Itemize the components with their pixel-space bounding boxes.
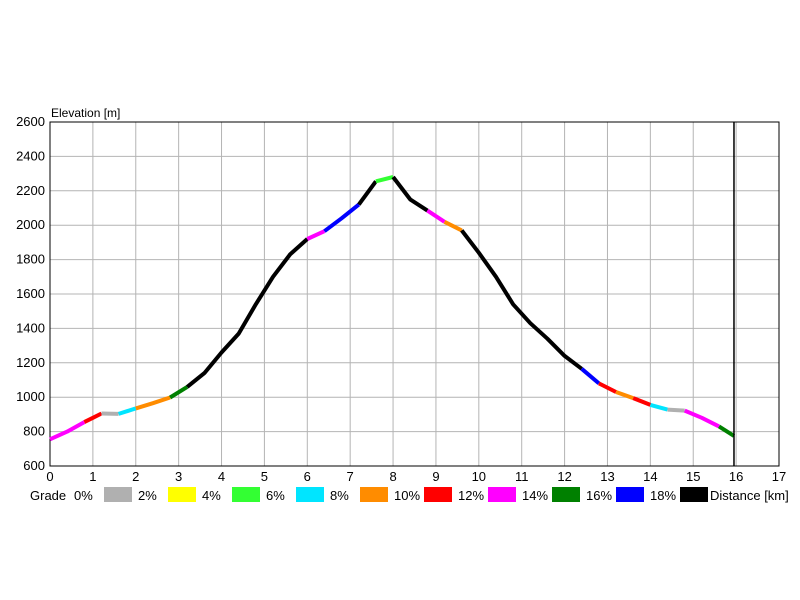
x-tick-label: 5 bbox=[261, 469, 268, 484]
legend-swatch bbox=[616, 487, 644, 502]
x-axis-ticks: 0 1 2 3 4 5 6 7 8 9 10 11 12 13 14 15 16 17 bbox=[46, 469, 786, 484]
x-tick-label: 11 bbox=[515, 469, 529, 484]
grade-segment bbox=[649, 402, 669, 412]
grade-segment bbox=[460, 229, 583, 371]
y-tick-label: 1800 bbox=[16, 252, 45, 267]
legend-swatch bbox=[296, 487, 324, 502]
y-tick-label: 2400 bbox=[16, 148, 45, 163]
grade-segment bbox=[683, 408, 720, 429]
x-tick-label: 16 bbox=[729, 469, 743, 484]
x-tick-label: 15 bbox=[686, 469, 700, 484]
legend-label: 10% bbox=[394, 488, 420, 503]
y-axis-label: Elevation [m] bbox=[51, 106, 120, 120]
x-tick-label: 3 bbox=[175, 469, 182, 484]
legend-label: 4% bbox=[202, 488, 221, 503]
grade-segment bbox=[117, 406, 137, 416]
grid bbox=[49, 121, 780, 467]
legend-label: 6% bbox=[266, 488, 285, 503]
grade-segment bbox=[357, 180, 378, 206]
grade-segment bbox=[717, 424, 736, 438]
x-tick-label: 1 bbox=[89, 469, 96, 484]
y-tick-label: 1600 bbox=[16, 286, 45, 301]
x-tick-label: 6 bbox=[304, 469, 311, 484]
grade-segment bbox=[135, 395, 171, 411]
legend-label: 2% bbox=[138, 488, 157, 503]
grade-segment bbox=[615, 390, 634, 400]
legend-swatch bbox=[360, 487, 388, 502]
x-tick-label: 9 bbox=[432, 469, 439, 484]
x-tick-label: 13 bbox=[600, 469, 614, 484]
legend-label: 0% bbox=[74, 488, 93, 503]
x-tick-label: 10 bbox=[472, 469, 486, 484]
y-tick-label: 600 bbox=[23, 458, 45, 473]
grade-segment bbox=[667, 407, 685, 413]
x-tick-label: 12 bbox=[557, 469, 571, 484]
legend-label: 14% bbox=[522, 488, 548, 503]
legend-label: 8% bbox=[330, 488, 349, 503]
x-axis-label: Distance [km] bbox=[710, 488, 789, 503]
legend-swatch bbox=[168, 487, 196, 502]
y-tick-label: 1200 bbox=[16, 355, 45, 370]
grade-segment bbox=[49, 420, 86, 442]
y-tick-label: 2000 bbox=[16, 217, 45, 232]
grade-segment bbox=[580, 367, 601, 385]
grade-segment bbox=[185, 237, 309, 389]
legend-swatch bbox=[552, 487, 580, 502]
grade-segment bbox=[426, 208, 446, 224]
grade-segment bbox=[598, 381, 617, 394]
legend-label: 16% bbox=[586, 488, 612, 503]
y-axis-ticks: 600 800 1000 1200 1400 1600 1800 2000 2200 2400 26… bbox=[16, 114, 45, 473]
legend-swatch bbox=[424, 487, 452, 502]
grade-segment bbox=[391, 175, 429, 213]
elevation-series bbox=[49, 175, 736, 442]
legend-label: 18% bbox=[650, 488, 676, 503]
grade-legend: Grade 0% 2% 4% 6% 8% 10% 12% 14% 16% 18% Distance [… bbox=[30, 487, 789, 503]
legend-label: 12% bbox=[458, 488, 484, 503]
grade-segment bbox=[306, 229, 326, 241]
x-tick-label: 8 bbox=[389, 469, 396, 484]
y-tick-label: 2200 bbox=[16, 183, 45, 198]
x-tick-label: 14 bbox=[643, 469, 657, 484]
grade-segment bbox=[169, 385, 189, 400]
grade-segment bbox=[323, 203, 361, 233]
plot-frame bbox=[49, 121, 780, 467]
y-tick-label: 800 bbox=[23, 424, 45, 439]
legend-swatch bbox=[232, 487, 260, 502]
x-tick-label: 2 bbox=[132, 469, 139, 484]
x-tick-label: 7 bbox=[347, 469, 354, 484]
x-tick-label: 17 bbox=[772, 469, 786, 484]
legend-title: Grade bbox=[30, 488, 66, 503]
y-tick-label: 1400 bbox=[16, 320, 45, 335]
x-tick-label: 0 bbox=[46, 469, 53, 484]
legend-swatch bbox=[104, 487, 132, 502]
grade-segment bbox=[632, 396, 652, 407]
grade-segment bbox=[83, 411, 103, 424]
grade-segment bbox=[375, 175, 394, 184]
legend-swatch bbox=[488, 487, 516, 502]
legend-swatch bbox=[680, 487, 708, 502]
grade-segment bbox=[443, 220, 463, 233]
y-tick-label: 2600 bbox=[16, 114, 45, 129]
x-tick-label: 4 bbox=[218, 469, 225, 484]
y-tick-label: 1000 bbox=[16, 389, 45, 404]
